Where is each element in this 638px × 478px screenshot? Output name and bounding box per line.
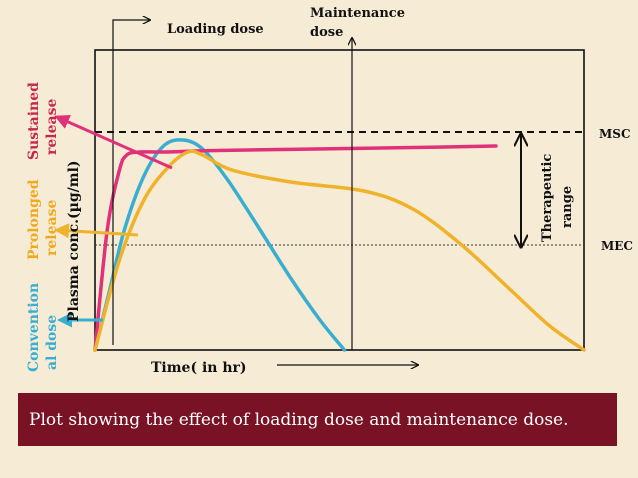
caption-bar: Plot showing the effect of loading dose … [18,393,617,446]
therapeutic-label-line1: Therapeutic [540,154,555,242]
x-axis-label: Time( in hr) [151,360,247,376]
maintenance-label-line2: dose [310,25,343,40]
therapeutic-label-line2: range [560,186,575,228]
loading-dose-marker [112,20,150,345]
series-line-prolonged-release [93,149,586,352]
prolonged-callout-arrow [54,223,139,239]
maintenance-label-line1: Maintenance [310,6,405,21]
conventional-label-line2: al dose [44,315,60,370]
sustained-callout-arrow [54,115,173,170]
series-line-sustained-release [93,144,498,352]
msc-label: MSC [599,127,631,141]
prolonged-label-line1: Prolonged [26,179,42,260]
loading-dose-label: Loading dose [167,22,264,37]
plot-frame [94,49,585,351]
caption-text: Plot showing the effect of loading dose … [29,409,569,430]
y-axis-label: Plasma conc.(µg/ml) [66,160,82,322]
conventional-label-line1: Convention [26,283,42,372]
mec-label: MEC [601,239,633,253]
prolonged-label-line2: release [44,200,60,256]
sustained-label-line1: Sustained [26,82,42,160]
sustained-label-line2: release [44,99,60,155]
